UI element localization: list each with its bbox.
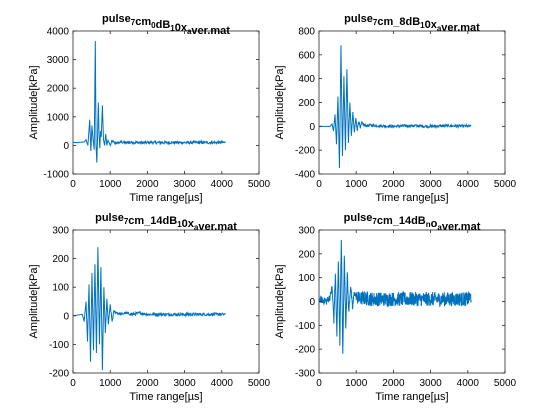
plot-title: pulse7cm_8dB10xaver.mat: [344, 13, 480, 34]
x-tick-label: 4000: [211, 378, 234, 389]
y-tick-label: 0: [309, 297, 315, 308]
y-tick-label: 3000: [47, 55, 70, 66]
x-tick-label: 0: [70, 378, 76, 389]
x-tick-label: 2000: [382, 378, 405, 389]
x-tick-label: 5000: [248, 179, 271, 190]
series-line-1: [73, 41, 226, 163]
y-tick-label: 300: [298, 226, 315, 237]
y-tick-label: 600: [298, 50, 315, 61]
x-tick-label: 2000: [136, 378, 159, 389]
x-tick-label: 5000: [494, 179, 517, 190]
x-tick-label: 0: [316, 179, 322, 190]
y-tick-label: 200: [298, 98, 315, 109]
y-tick-label: 100: [52, 283, 69, 294]
y-axis-label: Amplitude[kPa]: [274, 265, 286, 339]
series-line-1: [319, 239, 472, 354]
y-axis-label: Amplitude[kPa]: [274, 66, 286, 140]
y-tick-label: -300: [295, 369, 315, 380]
x-tick-label: 1000: [99, 179, 122, 190]
y-tick-label: -100: [295, 321, 315, 332]
y-tick-label: -1000: [43, 170, 69, 181]
y-tick-label: 100: [298, 273, 315, 284]
x-tick-label: 1000: [345, 378, 368, 389]
y-tick-label: 0: [309, 122, 315, 133]
plot-title: pulse7cm_14dBnoaver.mat: [344, 212, 481, 233]
y-tick-label: 400: [298, 74, 315, 85]
series-line-1: [73, 247, 226, 371]
x-axis-label: Time range[µs]: [375, 391, 448, 403]
y-tick-label: 200: [298, 249, 315, 260]
x-tick-label: 5000: [248, 378, 271, 389]
x-tick-label: 2000: [136, 179, 159, 190]
x-tick-label: 3000: [173, 179, 196, 190]
y-tick-label: 4000: [47, 27, 70, 38]
y-tick-label: -200: [49, 369, 69, 380]
y-axis-label: Amplitude[kPa]: [28, 265, 40, 339]
y-tick-label: 0: [63, 141, 69, 152]
x-tick-label: 4000: [457, 378, 480, 389]
subplot-3: 0 1000 2000 3000 4000 5000 -200 -100 0 100 200 300 p…: [28, 212, 271, 403]
x-tick-label: 0: [316, 378, 322, 389]
x-axis-label: Time range[µs]: [375, 192, 448, 204]
y-axis-label: Amplitude[kPa]: [28, 66, 40, 140]
x-tick-label: 3000: [173, 378, 196, 389]
subplot-4: 0 1000 2000 3000 4000 5000 -300 -200 -100 0 100 200…: [274, 212, 517, 403]
axes-box: [72, 30, 260, 175]
x-tick-label: 3000: [419, 378, 442, 389]
plot-title: pulse7cm_14dB10xaver.mat: [95, 212, 237, 233]
x-tick-label: 1000: [99, 378, 122, 389]
x-tick-label: 2000: [382, 179, 405, 190]
x-tick-label: 3000: [419, 179, 442, 190]
y-tick-label: 200: [52, 254, 69, 265]
axes-box: [318, 30, 506, 175]
x-tick-label: 5000: [494, 378, 517, 389]
y-tick-label: 1000: [47, 112, 70, 123]
plot-title: pulse7cm0dB10xaver.mat: [102, 13, 230, 37]
subplot-2: 0 1000 2000 3000 4000 5000 -400 -200 0 200 400 600 8…: [274, 13, 517, 204]
y-tick-label: -100: [49, 340, 69, 351]
y-tick-label: 2000: [47, 84, 70, 95]
y-tick-label: 300: [52, 226, 69, 237]
y-tick-label: -400: [295, 170, 315, 181]
series-line-1: [319, 45, 472, 169]
x-tick-label: 4000: [457, 179, 480, 190]
subplot-1: 0 1000 2000 3000 4000 5000-100001000200030004…: [28, 13, 271, 204]
y-tick-label: 0: [63, 311, 69, 322]
y-tick-label: -200: [295, 345, 315, 356]
x-tick-label: 1000: [345, 179, 368, 190]
y-tick-label: -200: [295, 146, 315, 157]
x-tick-label: 4000: [211, 179, 234, 190]
y-tick-label: 800: [298, 27, 315, 38]
x-axis-label: Time range[µs]: [129, 391, 202, 403]
x-axis-label: Time range[µs]: [129, 192, 202, 204]
x-tick-label: 0: [70, 179, 76, 190]
